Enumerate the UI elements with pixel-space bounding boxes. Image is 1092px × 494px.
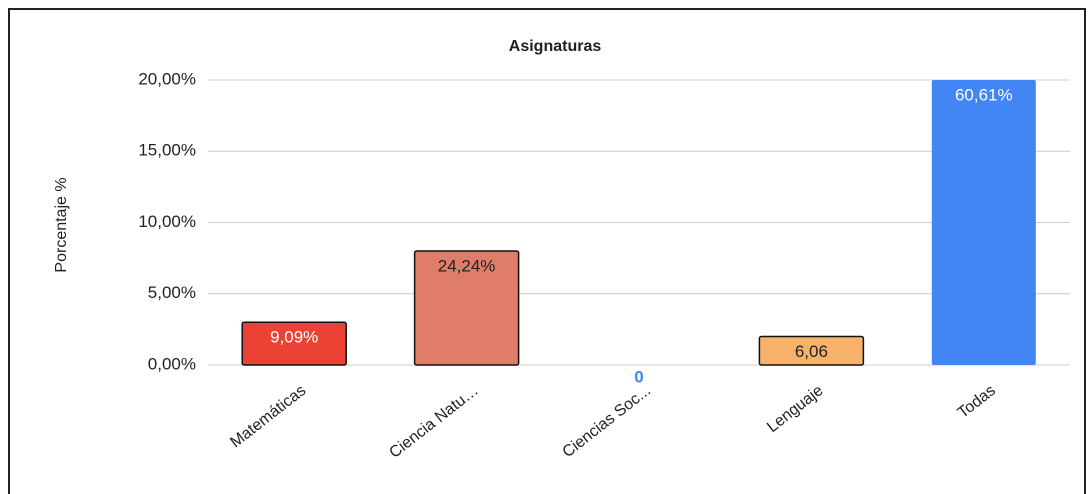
y-axis-label: Porcentaje % xyxy=(53,177,70,272)
bar xyxy=(931,80,1036,365)
value-label: 9,09% xyxy=(270,328,318,347)
y-tick-label: 10,00% xyxy=(138,212,196,231)
chart-title: Asignaturas xyxy=(509,38,602,55)
value-label: 60,61% xyxy=(955,85,1013,104)
chart-frame xyxy=(8,8,1086,494)
bar xyxy=(413,250,520,366)
y-tick-label: 15,00% xyxy=(138,141,196,160)
y-tick-label: 20,00% xyxy=(138,69,196,88)
y-tick-label: 5,00% xyxy=(148,283,196,302)
value-label: 24,24% xyxy=(438,256,496,275)
y-tick-label: 0,00% xyxy=(148,354,196,373)
value-label: 6,06 xyxy=(795,342,828,361)
value-label: 0 xyxy=(634,367,643,386)
bar xyxy=(241,321,347,366)
bar xyxy=(758,335,865,366)
